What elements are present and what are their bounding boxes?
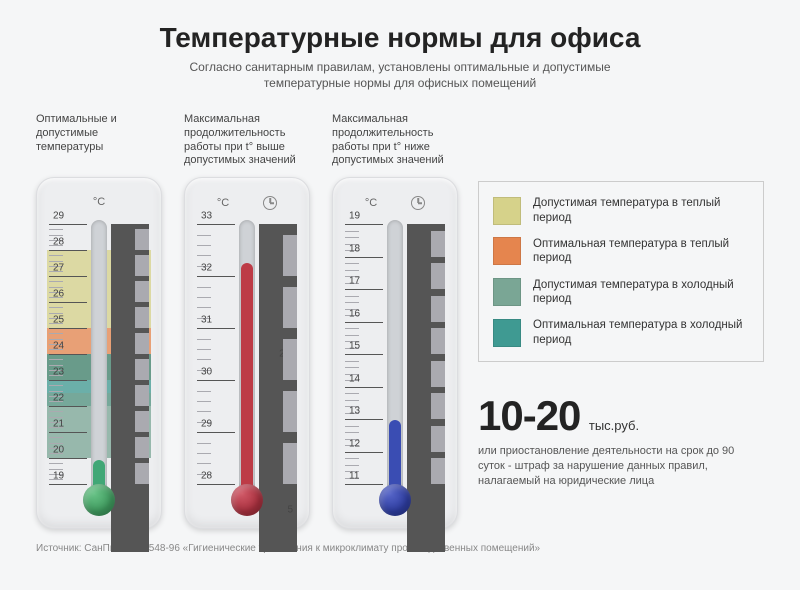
clock-icon <box>263 196 277 210</box>
scale-area: 298287276265254243232221212019 <box>37 224 161 484</box>
thermometer-column: Максимальная продолжительность работы пр… <box>332 113 458 529</box>
thermometer-tube <box>387 220 403 486</box>
thermometer-liquid <box>389 420 401 487</box>
scale-label-right: 3 <box>287 333 293 412</box>
unit-label: °C <box>217 197 229 209</box>
unit-row: °C <box>185 196 309 210</box>
penalty-text: или приостановление деятельности на срок… <box>478 444 764 489</box>
legend-item: Допустимая температура в теплый период <box>493 196 749 225</box>
legend-item: Оптимальная температура в теплый период <box>493 237 749 266</box>
scale-label-left: 31 <box>201 315 212 326</box>
scale-label-right: 2 <box>435 372 441 451</box>
thermometer-header: Максимальная продолжительность работы пр… <box>184 113 310 177</box>
thermometer-column: Оптимальные и допустимые температуры °C 29… <box>36 113 162 529</box>
thermometer-liquid <box>241 263 253 486</box>
scale-label-left: 28 <box>201 471 212 482</box>
page-title: Температурные нормы для офиса <box>36 22 764 54</box>
main-layout: Оптимальные и допустимые температуры °C 29… <box>36 113 764 529</box>
unit-label: °C <box>365 197 377 209</box>
scale-area: 331322312,5303294285 <box>185 224 309 484</box>
legend-label: Допустимая температура в холодный период <box>533 278 749 307</box>
legend-swatch <box>493 237 521 265</box>
clock-icon <box>411 196 425 210</box>
scale-label-left: 15 <box>349 341 360 352</box>
unit-row: °C <box>333 196 457 210</box>
legend-box: Допустимая температура в теплый период Оп… <box>478 181 764 362</box>
thermometer-header: Максимальная продолжительность работы пр… <box>332 113 458 177</box>
scale-label-right: 5 <box>287 437 293 516</box>
scale-label-left: 29 <box>201 419 212 430</box>
scale-label-left: 14 <box>349 373 360 384</box>
page-subtitle: Согласно санитарным правилам, установлен… <box>36 60 764 91</box>
legend-label: Оптимальная температура в холодный перио… <box>533 318 749 347</box>
scale-label-right: 1 <box>435 404 441 483</box>
scale-label-left: 13 <box>349 406 360 417</box>
scale-label-right: 4 <box>287 385 293 464</box>
scale-label-left: 17 <box>349 276 360 287</box>
thermometer-bulb <box>231 484 263 516</box>
thermometer-bulb <box>83 484 115 516</box>
scale-label-right: 1 <box>287 177 293 256</box>
unit-row: °C <box>37 196 161 208</box>
legend-item: Допустимая температура в холодный период <box>493 278 749 307</box>
scale-label-left: 29 <box>53 211 64 222</box>
scale-label-right: 3 <box>435 339 441 418</box>
scale-label-left: 12 <box>349 438 360 449</box>
subtitle-line1: Согласно санитарным правилам, установлен… <box>189 60 610 74</box>
thermometer-tube <box>91 220 107 486</box>
thermometer-column: Максимальная продолжительность работы пр… <box>184 113 310 529</box>
scale-label-right: 4 <box>435 307 441 386</box>
scale-label-right: 8 <box>435 177 441 256</box>
scale-label-right: 5 <box>435 274 441 353</box>
scale-label-left: 16 <box>349 308 360 319</box>
thermometer-header: Оптимальные и допустимые температуры <box>36 113 162 177</box>
source-citation: Источник: СанПин 2.2.4.548-96 «Гигиениче… <box>36 543 764 554</box>
thermometer-panel: °C 298287276265254243232221212019 <box>36 177 162 529</box>
thermometers-row: Оптимальные и допустимые температуры °C 29… <box>36 113 458 529</box>
subtitle-line2: температурные нормы для офисных помещени… <box>264 76 536 90</box>
penalty-number: 10-20 <box>478 392 580 439</box>
thermometer-liquid <box>93 460 105 487</box>
legend-label: Оптимальная температура в теплый период <box>533 237 749 266</box>
scale-label-right: 7 <box>435 209 441 288</box>
penalty-block: 10-20 тыс.руб. или приостановление деяте… <box>478 392 764 489</box>
thermometer-panel: °C 33 1 32 2 31 2,5 30 3 29 4 28 5 <box>184 177 310 529</box>
scale-label-right: 2 <box>287 229 293 308</box>
legend-label: Допустимая температура в теплый период <box>533 196 749 225</box>
legend-swatch <box>493 278 521 306</box>
right-column: Допустимая температура в теплый период Оп… <box>478 113 764 529</box>
unit-label: °C <box>93 196 105 208</box>
legend-item: Оптимальная температура в холодный перио… <box>493 318 749 347</box>
legend-swatch <box>493 319 521 347</box>
scale-label-left: 18 <box>349 243 360 254</box>
thermometer-panel: °C19818717616515414313212111 <box>332 177 458 529</box>
legend-swatch <box>493 197 521 225</box>
scale-label-left: 33 <box>201 211 212 222</box>
scale-label-right: 2,5 <box>279 281 293 360</box>
scale-area: 19818717616515414313212111 <box>333 224 457 484</box>
thermometer-bulb <box>379 484 411 516</box>
scale-label-right: 6 <box>435 242 441 321</box>
scale-label-left: 30 <box>201 367 212 378</box>
penalty-unit: тыс.руб. <box>589 418 639 433</box>
scale-label-left: 11 <box>349 471 359 482</box>
thermometer-tube <box>239 220 255 486</box>
scale-label-left: 19 <box>349 211 360 222</box>
scale-label-left: 32 <box>201 263 212 274</box>
